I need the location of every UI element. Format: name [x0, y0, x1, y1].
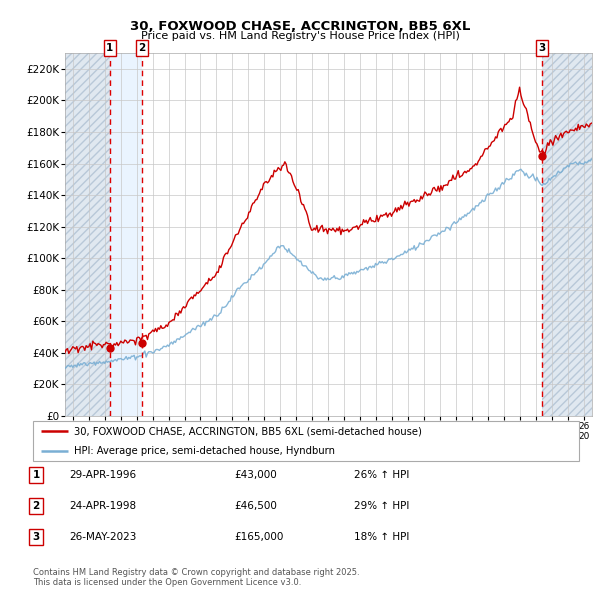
Text: 1: 1	[106, 43, 113, 53]
Text: 30, FOXWOOD CHASE, ACCRINGTON, BB5 6XL: 30, FOXWOOD CHASE, ACCRINGTON, BB5 6XL	[130, 20, 470, 33]
Bar	[542, 53, 592, 416]
Text: 29% ↑ HPI: 29% ↑ HPI	[354, 501, 409, 510]
Text: 24-APR-1998: 24-APR-1998	[69, 501, 136, 510]
Bar	[110, 53, 142, 416]
Text: Price paid vs. HM Land Registry's House Price Index (HPI): Price paid vs. HM Land Registry's House …	[140, 31, 460, 41]
Text: £46,500: £46,500	[234, 501, 277, 510]
Text: 30, FOXWOOD CHASE, ACCRINGTON, BB5 6XL (semi-detached house): 30, FOXWOOD CHASE, ACCRINGTON, BB5 6XL (…	[74, 427, 422, 436]
FancyBboxPatch shape	[33, 421, 579, 461]
Text: £43,000: £43,000	[234, 470, 277, 480]
Text: 1: 1	[32, 470, 40, 480]
Text: 3: 3	[32, 532, 40, 542]
Text: 29-APR-1996: 29-APR-1996	[69, 470, 136, 480]
Text: HPI: Average price, semi-detached house, Hyndburn: HPI: Average price, semi-detached house,…	[74, 447, 335, 456]
Text: 2: 2	[138, 43, 145, 53]
Text: 26% ↑ HPI: 26% ↑ HPI	[354, 470, 409, 480]
Text: 3: 3	[538, 43, 546, 53]
Text: Contains HM Land Registry data © Crown copyright and database right 2025.
This d: Contains HM Land Registry data © Crown c…	[33, 568, 359, 587]
Text: 18% ↑ HPI: 18% ↑ HPI	[354, 532, 409, 542]
Bar	[65, 53, 110, 416]
Text: £165,000: £165,000	[234, 532, 283, 542]
Text: 2: 2	[32, 501, 40, 510]
Text: 26-MAY-2023: 26-MAY-2023	[69, 532, 136, 542]
